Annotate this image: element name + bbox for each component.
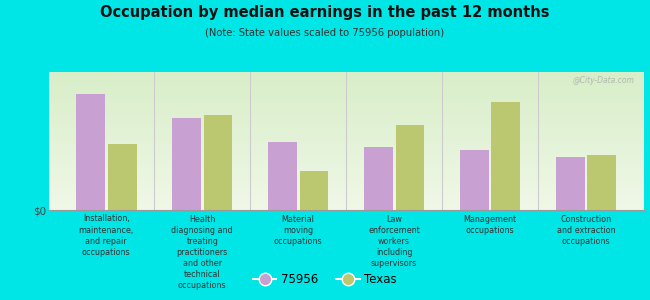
Text: Health
diagnosing and
treating
practitioners
and other
technical
occupations: Health diagnosing and treating practitio… — [172, 214, 233, 290]
Text: Construction
and extraction
occupations: Construction and extraction occupations — [556, 214, 616, 246]
Bar — [588, 155, 616, 210]
Text: @City-Data.com: @City-Data.com — [573, 76, 634, 85]
Text: Occupation by median earnings in the past 12 months: Occupation by median earnings in the pas… — [100, 4, 550, 20]
Legend: 75956, Texas: 75956, Texas — [248, 269, 402, 291]
Text: (Note: State values scaled to 75956 population): (Note: State values scaled to 75956 popu… — [205, 28, 445, 38]
Text: Installation,
maintenance,
and repair
occupations: Installation, maintenance, and repair oc… — [79, 214, 134, 257]
Bar — [172, 118, 201, 210]
Bar — [556, 158, 584, 210]
Bar — [108, 144, 136, 210]
Bar — [364, 147, 393, 210]
Bar — [300, 171, 328, 210]
Text: Law
enforcement
workers
including
supervisors: Law enforcement workers including superv… — [368, 214, 420, 268]
Text: Management
occupations: Management occupations — [463, 214, 517, 235]
Bar — [203, 116, 233, 210]
Bar — [491, 102, 520, 210]
Text: Material
moving
occupations: Material moving occupations — [274, 214, 322, 246]
Bar — [396, 124, 424, 210]
Bar — [460, 149, 489, 210]
Bar — [76, 94, 105, 210]
Bar — [268, 142, 296, 210]
